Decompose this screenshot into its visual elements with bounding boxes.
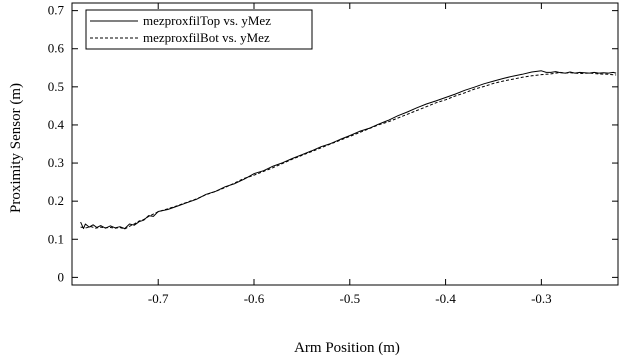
x-axis-title: Arm Position (m) <box>294 340 400 356</box>
y-axis-title: Proximity Sensor (m) <box>8 83 24 213</box>
x-tick-label: -0.4 <box>435 291 456 306</box>
series-layer <box>80 70 617 230</box>
y-tick-label: 0.2 <box>48 193 64 208</box>
plot-frame <box>71 2 619 286</box>
y-tick-label: 0.3 <box>48 155 64 170</box>
series-line-top <box>80 70 617 230</box>
legend-box <box>85 9 313 50</box>
series-line-bot <box>80 71 617 230</box>
y-tick-label: 0.7 <box>48 3 65 18</box>
x-tick-label: -0.3 <box>531 291 552 306</box>
x-tick-label: -0.7 <box>148 291 169 306</box>
y-tick-label: 0.5 <box>48 79 64 94</box>
x-tick-label: -0.5 <box>339 291 360 306</box>
y-axis-ticks: 0 0.1 0.2 0.3 0.4 0.5 0.6 0.7 <box>48 3 618 284</box>
y-tick-label: 0 <box>58 269 65 284</box>
x-axis-ticks: -0.7 -0.6 -0.5 -0.4 -0.3 <box>148 3 552 306</box>
y-tick-label: 0.6 <box>48 41 65 56</box>
x-tick-label: -0.6 <box>244 291 265 306</box>
legend: mezproxfilTop vs. yMez mezproxfilBot vs.… <box>85 9 313 50</box>
y-tick-label: 0.4 <box>48 117 65 132</box>
y-tick-label: 0.1 <box>48 231 64 246</box>
legend-label-top: mezproxfilTop vs. yMez <box>143 13 271 28</box>
legend-label-bot: mezproxfilBot vs. yMez <box>143 30 270 45</box>
